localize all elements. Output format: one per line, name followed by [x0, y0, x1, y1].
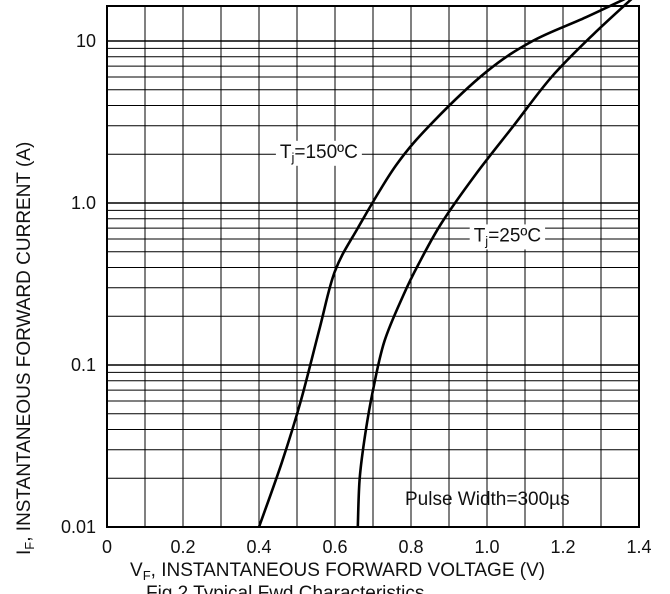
x-tick-label: 0.6 [322, 537, 347, 557]
series-line-25c [356, 0, 633, 528]
x-tick-label: 1.0 [474, 537, 499, 557]
y-axis-label-rest: , INSTANTANEOUS FORWARD CURRENT (A) [14, 142, 35, 542]
y-tick-labels: 0.01 0.1 1.0 10 [61, 31, 96, 537]
x-axis-label-sub: F [143, 568, 151, 583]
figure-caption: Fig.2 Typical Fwd Characteristics [146, 583, 424, 594]
series-label-150c: Tj=150ºC [275, 140, 362, 166]
series-lines [257, 0, 633, 528]
y-axis-label-main: I [14, 550, 35, 555]
series-label-150c-sub: j [291, 150, 295, 165]
x-axis-label-main: V [130, 560, 143, 581]
x-tick-label: 0.2 [170, 537, 195, 557]
series-label-25c: Tj=25ºC [469, 224, 546, 250]
y-tick-label: 1.0 [71, 193, 96, 213]
y-axis-label: IF, INSTANTANEOUS FORWARD CURRENT (A) [14, 142, 37, 555]
x-tick-labels: 0 0.2 0.4 0.6 0.8 1.0 1.2 1.4 [102, 537, 652, 557]
y-tick-label: 0.1 [71, 355, 96, 375]
plot-frame [106, 5, 640, 528]
series-label-150c-background [275, 140, 362, 166]
series-label-150c-rest: =150ºC [294, 142, 357, 163]
x-axis-label-rest: , INSTANTANEOUS FORWARD VOLTAGE (V) [151, 560, 545, 581]
y-tick-label: 10 [76, 31, 96, 51]
x-tick-label: 1.2 [550, 537, 575, 557]
x-tick-label: 1.4 [626, 537, 651, 557]
series-line-150c [257, 0, 626, 528]
pulse-width-annotation: Pulse Width=300µs [405, 489, 570, 510]
y-tick-label: 0.01 [61, 517, 96, 537]
x-tick-label: 0.8 [398, 537, 423, 557]
series-label-25c-background [469, 224, 546, 250]
x-tick-label: 0.4 [246, 537, 271, 557]
y-axis-label-sub: F [22, 542, 37, 550]
series-label-25c-main: T [474, 225, 486, 246]
series-label-25c-rest: =25ºC [488, 225, 541, 246]
x-axis-label: VF, INSTANTANEOUS FORWARD VOLTAGE (V) [130, 560, 545, 583]
series-label-150c-main: T [280, 142, 292, 163]
series-label-150c-text: Tj=150ºC [280, 142, 358, 165]
series-label-25c-sub: j [484, 233, 488, 248]
series-label-25c-text: Tj=25ºC [474, 225, 541, 248]
x-tick-label: 0 [102, 537, 112, 557]
